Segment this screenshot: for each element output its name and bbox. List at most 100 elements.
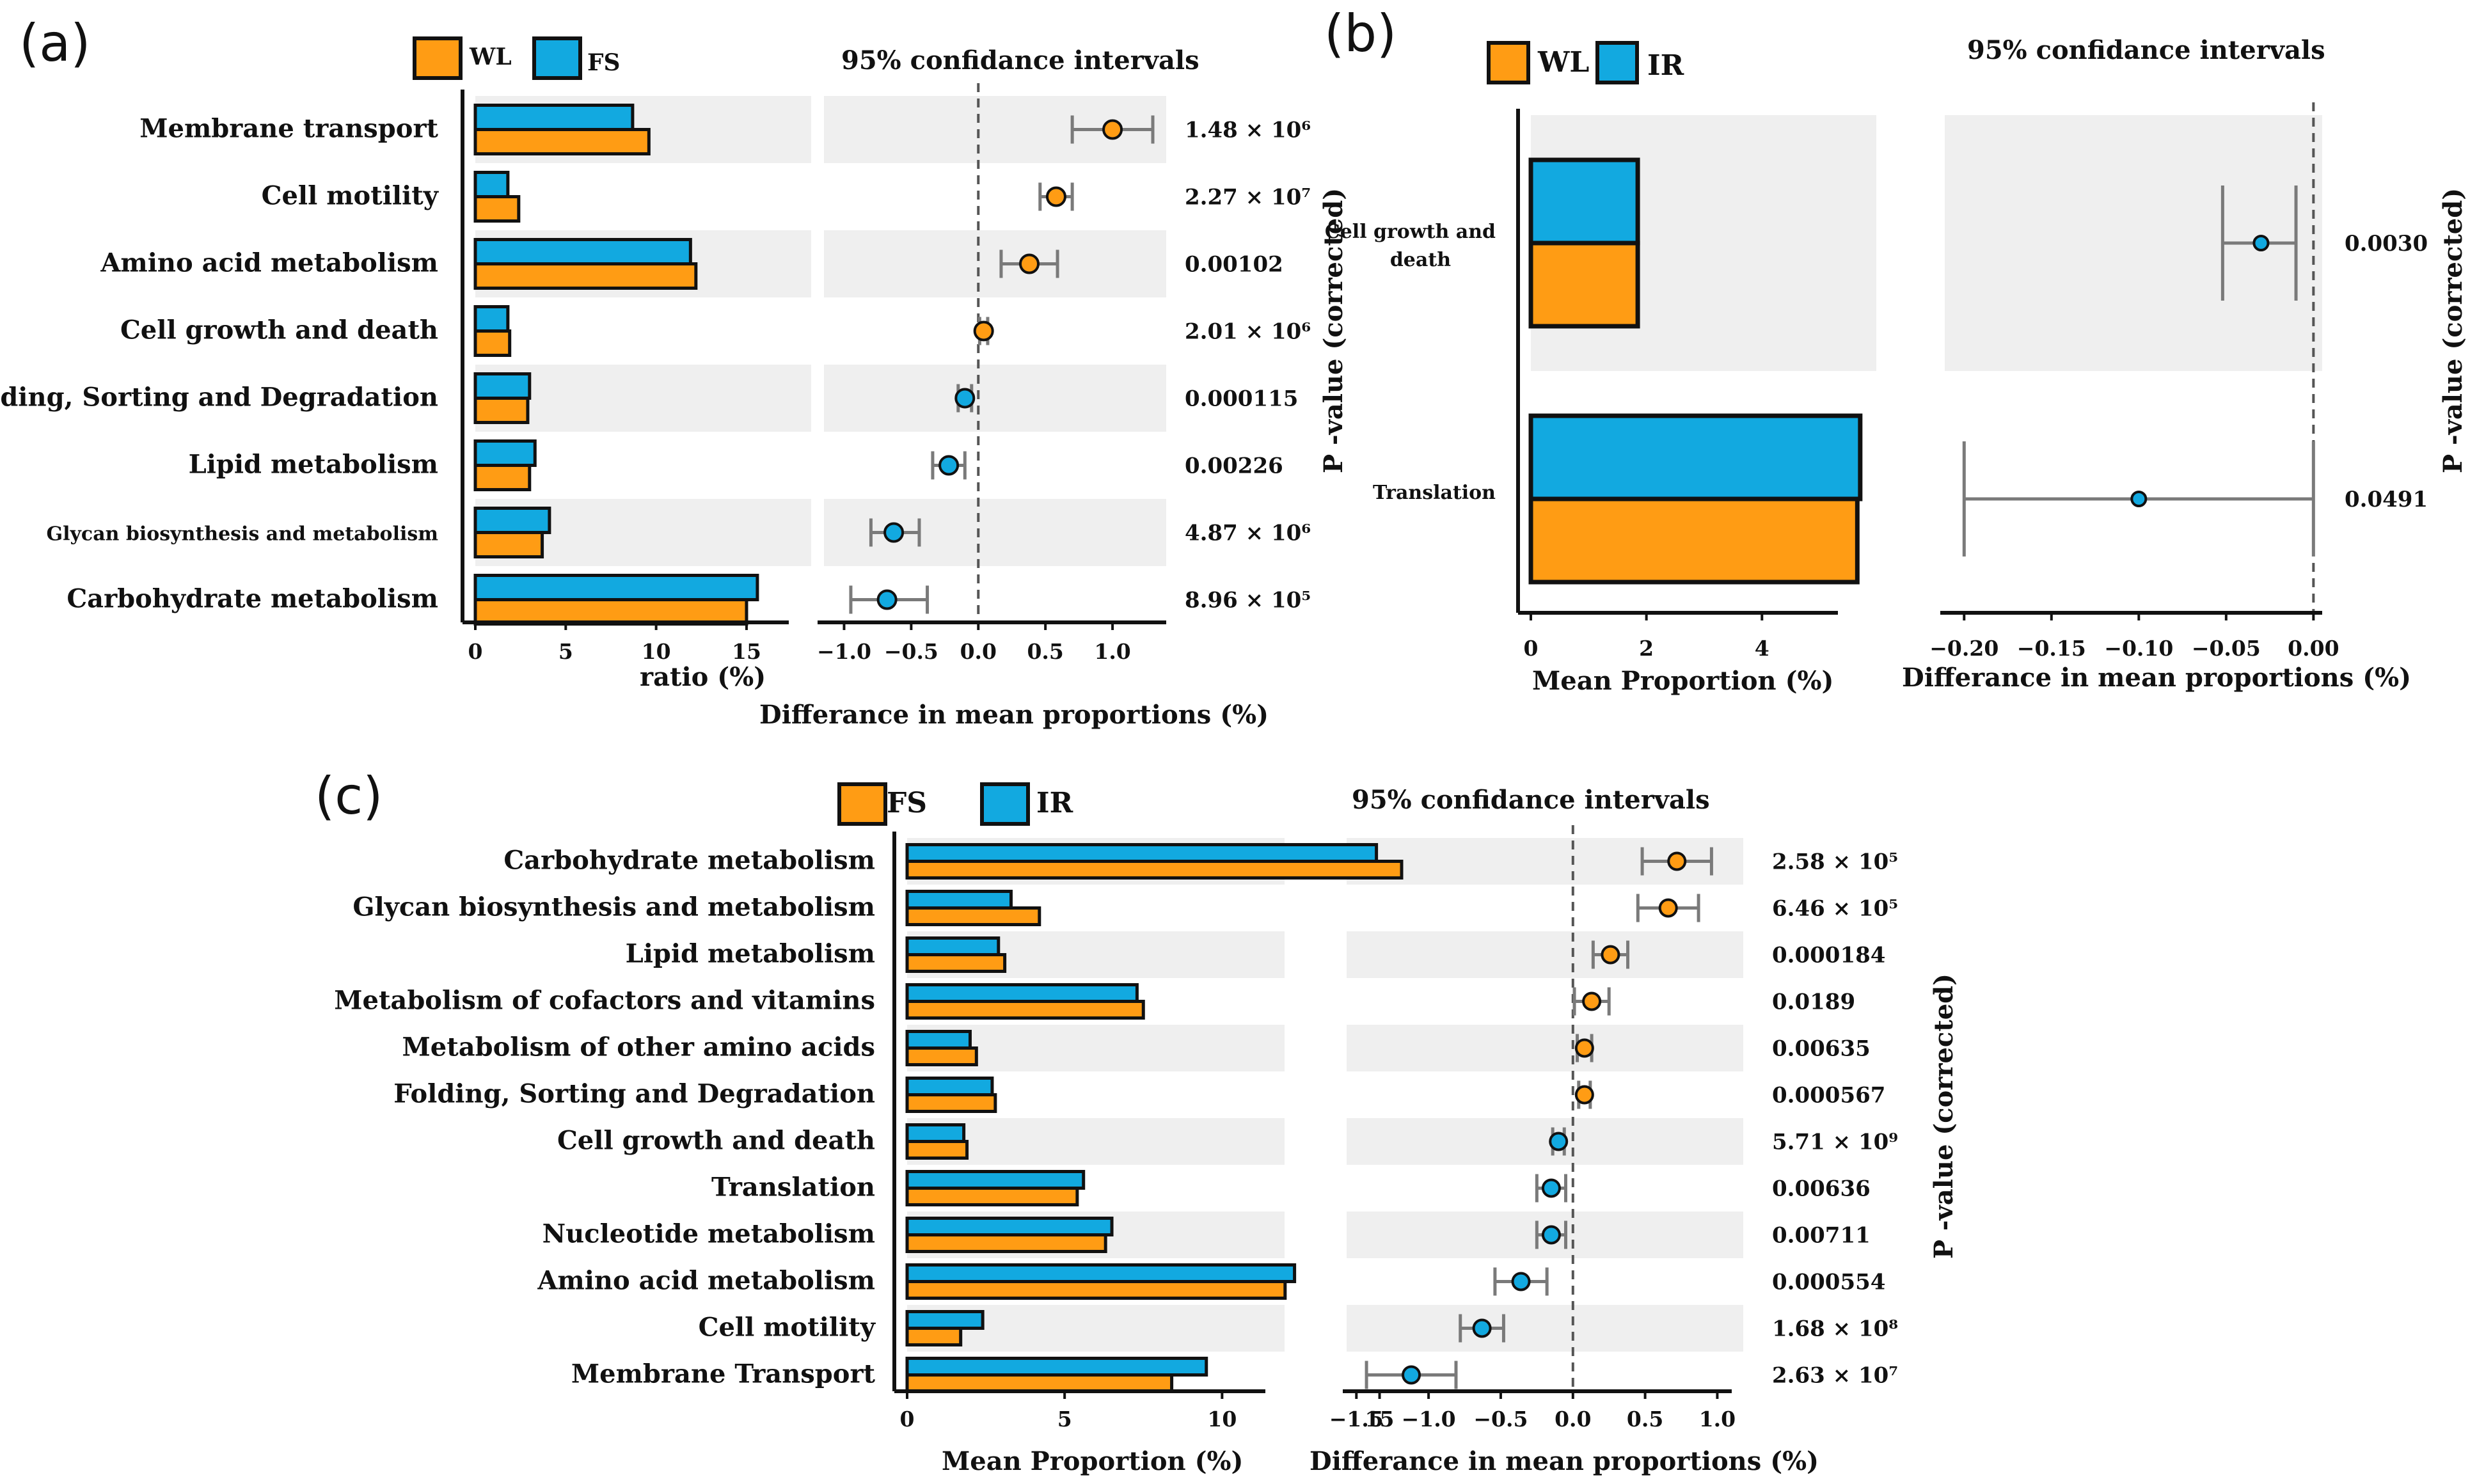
legend-label-fs-c: FS [887,787,927,819]
ci-x-tick-label-3: −0.05 [2192,636,2261,661]
bar-ir-0 [905,843,1379,863]
panel-b-bar-xlabel: Mean Proportion (%) [1532,666,1833,696]
ci-x-tick-label-4: 0.5 [1627,1407,1663,1432]
bar-fs-8 [905,1233,1107,1253]
panel-a-ci-title: 95% confidance intervals [841,45,1199,75]
p-value-2: 0.00102 [1185,252,1283,278]
panel-c-ci-title: 95% confidance intervals [1352,785,1710,815]
bar-fs-2 [473,238,692,265]
panel-b-bars [1528,157,1863,585]
bar-fs-1 [905,906,1041,926]
category-label-3: Cell growth and death [120,315,438,345]
category-label-5: Folding, Sorting and Degradation [393,1079,875,1109]
ci-point-9 [1511,1272,1531,1291]
ci-point-7 [876,589,898,610]
ci-point-0 [2252,235,2270,251]
ci-point-4 [1574,1038,1594,1058]
panel-a-bar-xlabel: ratio (%) [640,662,766,692]
panel-c-label: (c) [315,766,383,826]
bar-ir-0 [1528,157,1640,246]
p-value-7: 8.96 × 10⁵ [1185,588,1311,613]
ci-point-6 [1549,1132,1569,1151]
p-value-7: 0.00636 [1772,1176,1871,1202]
ci-point-1 [1658,898,1678,918]
bar-fs-0 [905,860,1404,880]
panel-c-category-labels: Carbohydrate metabolism Glycan biosynthes… [334,846,876,1389]
bar-fs-5 [473,439,537,467]
legend-swatch-ir-b [1595,41,1639,84]
bar-fs-3 [905,1000,1145,1020]
bar-x-tick-label-3: 15 [732,639,761,664]
p-value-0: 2.58 × 10⁵ [1772,849,1898,875]
ci-x-tick-label-0: −1.5 [1329,1407,1384,1432]
ci-point-2 [1601,945,1620,965]
ci-point-3 [973,320,994,342]
panel-a-bar-axis: 0 5 10 15 [461,90,789,664]
panel-c-ci-plot [1365,825,1713,1391]
category-label-11: Membrane Transport [571,1359,876,1389]
bar-wl-6 [473,531,544,558]
legend-swatch-wl-b [1487,41,1530,84]
ci-x-tick-label-3: 0.5 [1027,639,1063,664]
bar-ir-9 [905,1263,1297,1283]
panel-c-p-values: 2.58 × 10⁵ 6.46 × 10⁵ 0.000184 0.0189 0.0063… [1772,849,1898,1389]
category-label-4: Folding, Sorting and Degradation [0,383,438,413]
panel-b-p-values: 0.0030 0.0491 [2345,231,2428,512]
category-label-7: Carbohydrate metabolism [67,584,438,614]
panel-b-right-p-axis-label: P -value (corrected) [2438,188,2468,473]
legend-swatch-ir-c [980,782,1030,826]
ci-point-5 [1574,1085,1594,1105]
p-value-6: 4.87 × 10⁶ [1185,521,1311,546]
ci-band-2 [824,230,1166,297]
bar-x-tick-label-0: 0 [1524,636,1539,661]
panel-a-p-values: 1.48 × 10⁶ 2.27 × 10⁷ 0.00102 2.01 × 10⁶ 0.0… [1185,118,1311,613]
legend-label-fs: FS [587,49,621,76]
bar-fs-9 [905,1280,1287,1300]
bar-ir-1 [905,890,1013,910]
bar-fs-4 [905,1046,978,1066]
p-value-5: 0.000567 [1772,1083,1885,1109]
panel-b-ci-title: 95% confidance intervals [1967,35,2325,65]
bar-x-tick-label-3: 15 [1365,1407,1395,1432]
panel-a-category-labels: Membrane transport Cell motility Amino aci… [0,114,439,614]
ci-point-3 [1582,991,1602,1011]
bar-fs-1 [473,171,510,198]
panel-c-ci-xlabel: Differance in mean proportions (%) [1310,1446,1819,1476]
panel-c-bar-xlabel: Mean Proportion (%) [942,1446,1243,1476]
category-label-4: Metabolism of other amino acids [402,1032,875,1062]
bar-x-tick-label-2: 10 [642,639,671,664]
panel-b-bands [1531,115,2322,371]
panel-b-ci-xlabel: Differance in mean proportions (%) [1902,663,2411,693]
p-value-10: 1.68 × 10⁸ [1772,1316,1898,1342]
category-label-10: Cell motility [699,1313,876,1343]
legend-swatch-fs [532,36,582,80]
p-value-3: 2.01 × 10⁶ [1185,319,1311,345]
ci-x-tick-label-1: −0.15 [2017,636,2086,661]
p-value-5: 0.00226 [1185,454,1283,479]
panel-a-legend: WL FS [413,36,621,80]
bar-fs-11 [905,1373,1174,1393]
bar-ir-8 [905,1217,1114,1236]
bar-x-tick-label-1: 2 [1639,636,1654,661]
bar-wl-1 [473,195,521,223]
panel-b-ci-plot [1962,102,2315,613]
panel-c-bars [905,843,1404,1393]
p-value-3: 0.0189 [1772,990,1855,1015]
ci-x-tick-label-5: 1.0 [1699,1407,1736,1432]
p-value-1: 0.0491 [2345,487,2428,512]
panel-a-ci-plot [849,83,1155,622]
ci-x-tick-label-2: −0.5 [1473,1407,1528,1432]
ci-point-4 [954,388,976,409]
ci-band-2 [1347,931,1743,978]
bar-wl-3 [473,329,512,357]
bar-x-tick-label-0: 0 [900,1407,915,1432]
bar-x-tick-label-0: 0 [468,639,483,664]
p-value-4: 0.00635 [1772,1036,1871,1062]
legend-swatch-wl [413,36,463,80]
panel-b-category-labels: Cell growth and death Translation [1325,221,1496,504]
legend-label-wl: WL [469,43,512,70]
ci-point-8 [1541,1225,1561,1245]
ci-x-tick-label-2: −0.10 [2104,636,2173,661]
bar-wl-0 [473,128,651,155]
bar-fs-2 [905,953,1007,973]
